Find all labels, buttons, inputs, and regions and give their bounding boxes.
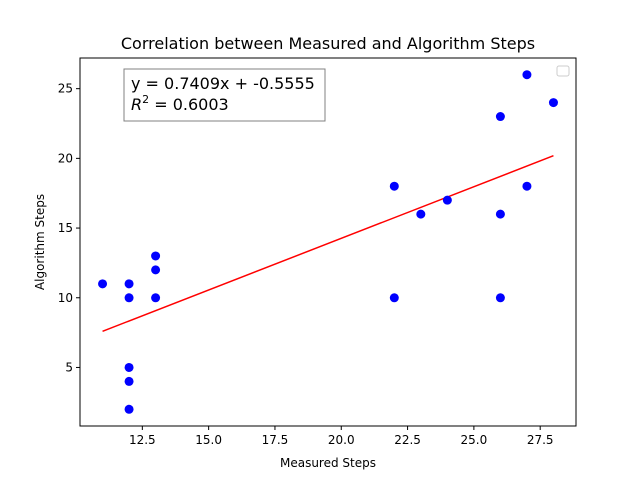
y-tick-label: 15 (58, 221, 73, 235)
annotation-equation: y = 0.7409x + -0.5555 (131, 74, 315, 93)
x-tick-label: 15.0 (195, 433, 222, 447)
data-point (124, 293, 134, 303)
x-tick-label: 25.0 (461, 433, 488, 447)
data-point (124, 279, 134, 289)
annotation-box (123, 68, 326, 122)
data-point (548, 98, 558, 108)
data-point (389, 181, 399, 191)
fit-line-layer (102, 155, 554, 332)
y-axis-label: Algorithm Steps (33, 194, 47, 290)
data-point (151, 265, 161, 275)
plot-frame (79, 57, 577, 427)
y-tick-label: 25 (58, 82, 73, 96)
x-axis-label: Measured Steps (280, 456, 376, 470)
x-tick-label: 22.5 (394, 433, 421, 447)
data-point (98, 279, 108, 289)
data-point (151, 251, 161, 261)
y-tick-label: 20 (58, 151, 73, 165)
data-point (416, 209, 426, 219)
data-point (389, 293, 399, 303)
data-point (442, 195, 452, 205)
x-tick-label: 20.0 (328, 433, 355, 447)
data-point (495, 209, 505, 219)
x-tick-label: 27.5 (527, 433, 554, 447)
chart-title: Correlation between Measured and Algorit… (121, 34, 535, 53)
equation-annotation: y = 0.7409x + -0.5555 R2 = 0.6003 (123, 68, 326, 122)
data-point (495, 112, 505, 122)
legend-box (556, 65, 570, 77)
data-point (522, 181, 532, 191)
x-tick-label: 12.5 (129, 433, 156, 447)
y-tick-label: 10 (58, 291, 73, 305)
data-point (495, 293, 505, 303)
data-point (522, 70, 532, 80)
y-axis: 5 10 15 20 25 (58, 82, 80, 374)
x-axis: 12.5 15.0 17.5 20.0 22.5 25.0 27.5 (129, 426, 554, 447)
data-point (151, 293, 161, 303)
points-layer (98, 70, 558, 414)
x-tick-label: 17.5 (262, 433, 289, 447)
data-point (124, 362, 134, 372)
annotation-r-squared: R2 = 0.6003 (131, 93, 229, 114)
regression-line (102, 155, 554, 332)
plot-area (98, 70, 558, 414)
data-point (124, 376, 134, 386)
y-tick-label: 5 (65, 360, 73, 374)
data-point (124, 404, 134, 414)
